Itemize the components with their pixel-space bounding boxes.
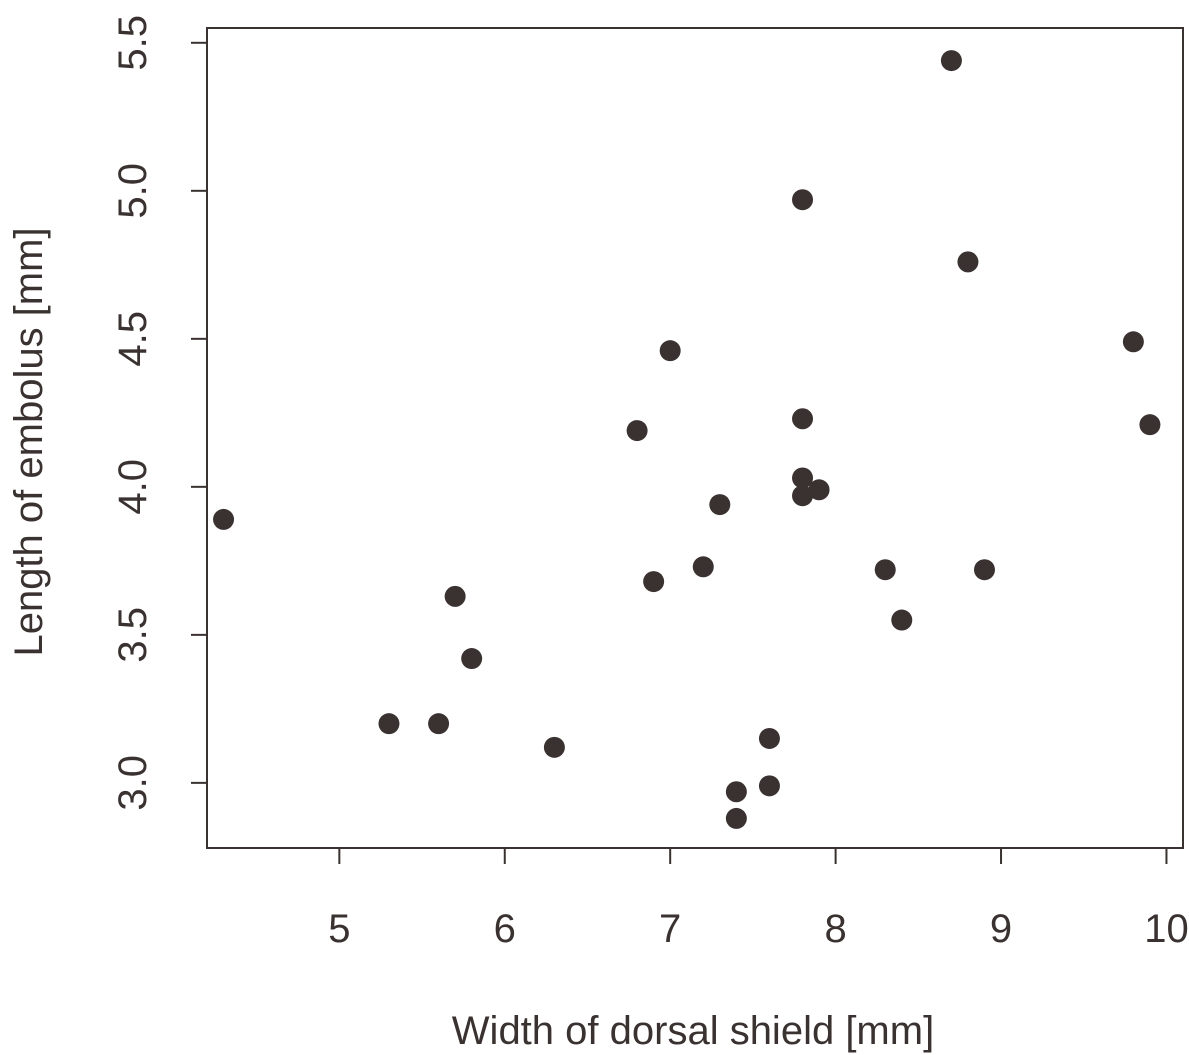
y-tick-label: 4.0 <box>111 459 155 515</box>
data-point <box>444 585 466 607</box>
data-point <box>874 559 896 581</box>
data-point <box>957 251 979 273</box>
data-point <box>709 494 731 516</box>
data-point <box>758 775 780 797</box>
y-tick-label: 5.5 <box>111 15 155 71</box>
x-axis: 5 6 7 8 9 10 <box>328 848 1189 951</box>
data-point <box>758 727 780 749</box>
y-tick-label: 5.0 <box>111 163 155 219</box>
data-point <box>213 508 235 530</box>
plot-frame <box>206 27 1184 849</box>
data-point <box>461 648 483 670</box>
y-tick-label: 3.5 <box>111 607 155 663</box>
data-point <box>792 467 814 489</box>
y-tick-label: 3.0 <box>111 755 155 811</box>
data-point <box>1139 414 1161 436</box>
data-point <box>643 571 665 593</box>
data-point <box>543 736 565 758</box>
data-point <box>792 189 814 211</box>
data-point <box>725 781 747 803</box>
x-tick-label: 7 <box>659 907 681 951</box>
data-point <box>891 609 913 631</box>
y-tick-label: 4.5 <box>111 311 155 367</box>
data-point <box>792 408 814 430</box>
data-point <box>626 420 648 442</box>
data-point <box>792 485 814 507</box>
y-axis: 3.0 3.5 4.0 4.5 5.0 5.5 <box>111 15 207 811</box>
x-axis-title: Width of dorsal shield [mm] <box>452 1009 934 1053</box>
data-point <box>428 713 450 735</box>
data-point <box>940 50 962 72</box>
data-point <box>659 340 681 362</box>
data-point <box>808 479 830 501</box>
x-tick-label: 8 <box>824 907 846 951</box>
data-point <box>725 807 747 829</box>
x-tick-label: 10 <box>1144 907 1189 951</box>
data-point <box>692 556 714 578</box>
y-axis-title: Length of embolus [mm] <box>7 227 51 656</box>
data-point <box>378 713 400 735</box>
x-tick-label: 6 <box>494 907 516 951</box>
x-tick-label: 9 <box>990 907 1012 951</box>
data-point <box>1122 331 1144 353</box>
data-point <box>973 559 995 581</box>
data-points <box>213 50 1161 829</box>
x-tick-label: 5 <box>328 907 350 951</box>
